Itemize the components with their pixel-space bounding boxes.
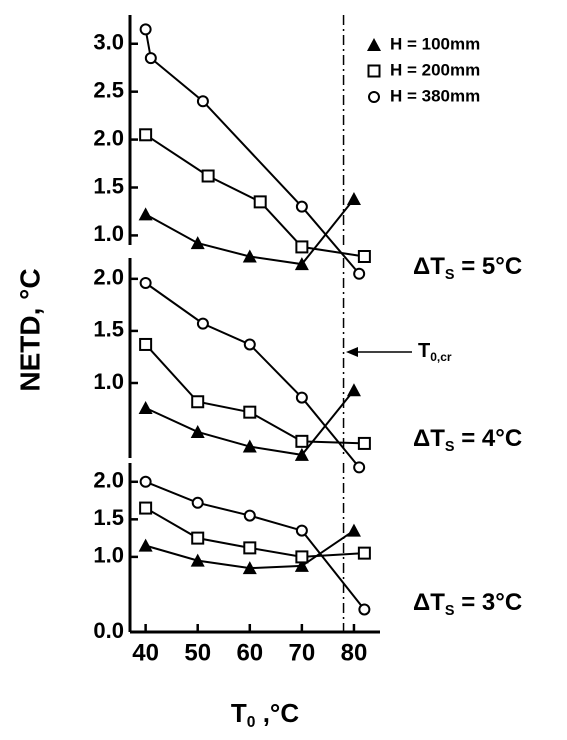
marker-square	[357, 546, 371, 560]
reference-label-sub: 0,cr	[430, 350, 452, 364]
y-tick-label: 2.5	[93, 77, 124, 102]
annotation-main: ΔT	[413, 589, 445, 616]
x-axis-label-rest: ,°C	[255, 698, 299, 728]
x-tick-label: 40	[132, 639, 159, 666]
marker-square	[139, 501, 153, 515]
marker-square	[295, 434, 309, 448]
x-axis-label: T0 ,°C	[231, 698, 299, 731]
marker-circle	[139, 23, 152, 36]
marker-triangle	[294, 257, 309, 271]
annotation-rest: = 3°C	[455, 589, 523, 616]
marker-circle	[196, 317, 209, 330]
marker-square	[357, 250, 371, 263]
marker-circle	[191, 496, 204, 509]
y-tick-label: 2.0	[93, 125, 124, 150]
annotation-sub: S	[445, 603, 455, 619]
annotation: ΔTS = 5°C	[413, 253, 522, 283]
annotation-sub: S	[445, 439, 455, 455]
y-tick-label: 1.5	[93, 317, 124, 342]
annotation-rest: = 5°C	[455, 253, 523, 280]
marker-circle	[139, 277, 152, 289]
marker-circle	[358, 603, 371, 616]
y-tick-label: 0.0	[93, 618, 124, 643]
marker-square	[139, 128, 153, 142]
marker-triangle	[294, 447, 309, 461]
marker-triangle	[190, 424, 205, 438]
legend-marker	[368, 91, 380, 103]
x-tick-label: 50	[184, 639, 211, 666]
marker-triangle	[190, 553, 205, 567]
annotation-main: ΔT	[413, 425, 445, 452]
legend-label: H = 100mm	[390, 34, 480, 53]
annotation-rest: = 4°C	[455, 425, 523, 452]
marker-square	[191, 395, 205, 409]
marker-square	[243, 541, 257, 555]
legend-label: H = 380mm	[390, 86, 480, 105]
y-tick-label: 1.5	[93, 505, 124, 530]
marker-circle	[295, 391, 308, 404]
y-tick-label: 1.5	[93, 173, 124, 198]
y-tick-label: 3.0	[93, 30, 124, 55]
marker-circle	[353, 461, 366, 474]
marker-triangle	[242, 561, 257, 575]
series-line	[144, 343, 365, 445]
series-line	[145, 282, 360, 469]
marker-square	[295, 240, 309, 254]
y-tick-label: 1.0	[93, 369, 124, 394]
marker-circle	[243, 338, 256, 351]
marker-circle	[196, 95, 209, 108]
reference-label: T0,cr	[418, 340, 452, 364]
x-tick-label: 70	[289, 639, 316, 666]
y-tick-label: 2.0	[93, 468, 124, 493]
marker-circle	[353, 267, 366, 280]
y-tick-label: 2.0	[93, 265, 124, 290]
annotation-sub: S	[445, 267, 455, 283]
marker-circle	[139, 475, 152, 488]
marker-circle	[295, 200, 308, 213]
marker-square	[295, 550, 309, 564]
reference-arrowhead	[346, 347, 358, 357]
marker-square	[243, 405, 257, 419]
marker-triangle	[346, 192, 361, 205]
x-tick-label: 80	[341, 639, 368, 666]
marker-circle	[144, 52, 157, 65]
series-line	[144, 29, 360, 275]
marker-triangle	[242, 249, 257, 263]
marker-square	[201, 169, 215, 183]
marker-triangle	[138, 401, 153, 414]
marker-triangle	[294, 558, 309, 572]
reference-label-main: T	[418, 340, 430, 362]
marker-triangle	[190, 236, 205, 250]
y-axis-label: NETD, °C	[14, 268, 45, 391]
marker-square	[253, 195, 267, 209]
legend-marker	[367, 64, 381, 78]
annotation: ΔTS = 3°C	[413, 589, 522, 619]
marker-triangle	[346, 383, 361, 397]
annotation-main: ΔT	[413, 253, 445, 280]
marker-circle	[243, 509, 256, 522]
x-axis-label-main: T	[231, 698, 247, 728]
marker-triangle	[138, 207, 153, 221]
legend-label: H = 200mm	[390, 60, 480, 79]
y-tick-label: 1.0	[93, 221, 124, 246]
marker-triangle	[138, 538, 153, 552]
annotation: ΔTS = 4°C	[413, 425, 522, 455]
marker-triangle	[346, 523, 361, 537]
marker-circle	[295, 524, 308, 537]
marker-square	[139, 337, 153, 351]
marker-triangle	[242, 439, 257, 453]
marker-square	[191, 531, 205, 545]
y-tick-label: 1.0	[93, 543, 124, 568]
legend-marker	[367, 38, 381, 51]
x-axis-label-sub: 0	[247, 714, 256, 731]
marker-square	[357, 436, 371, 450]
x-tick-label: 60	[236, 639, 263, 666]
